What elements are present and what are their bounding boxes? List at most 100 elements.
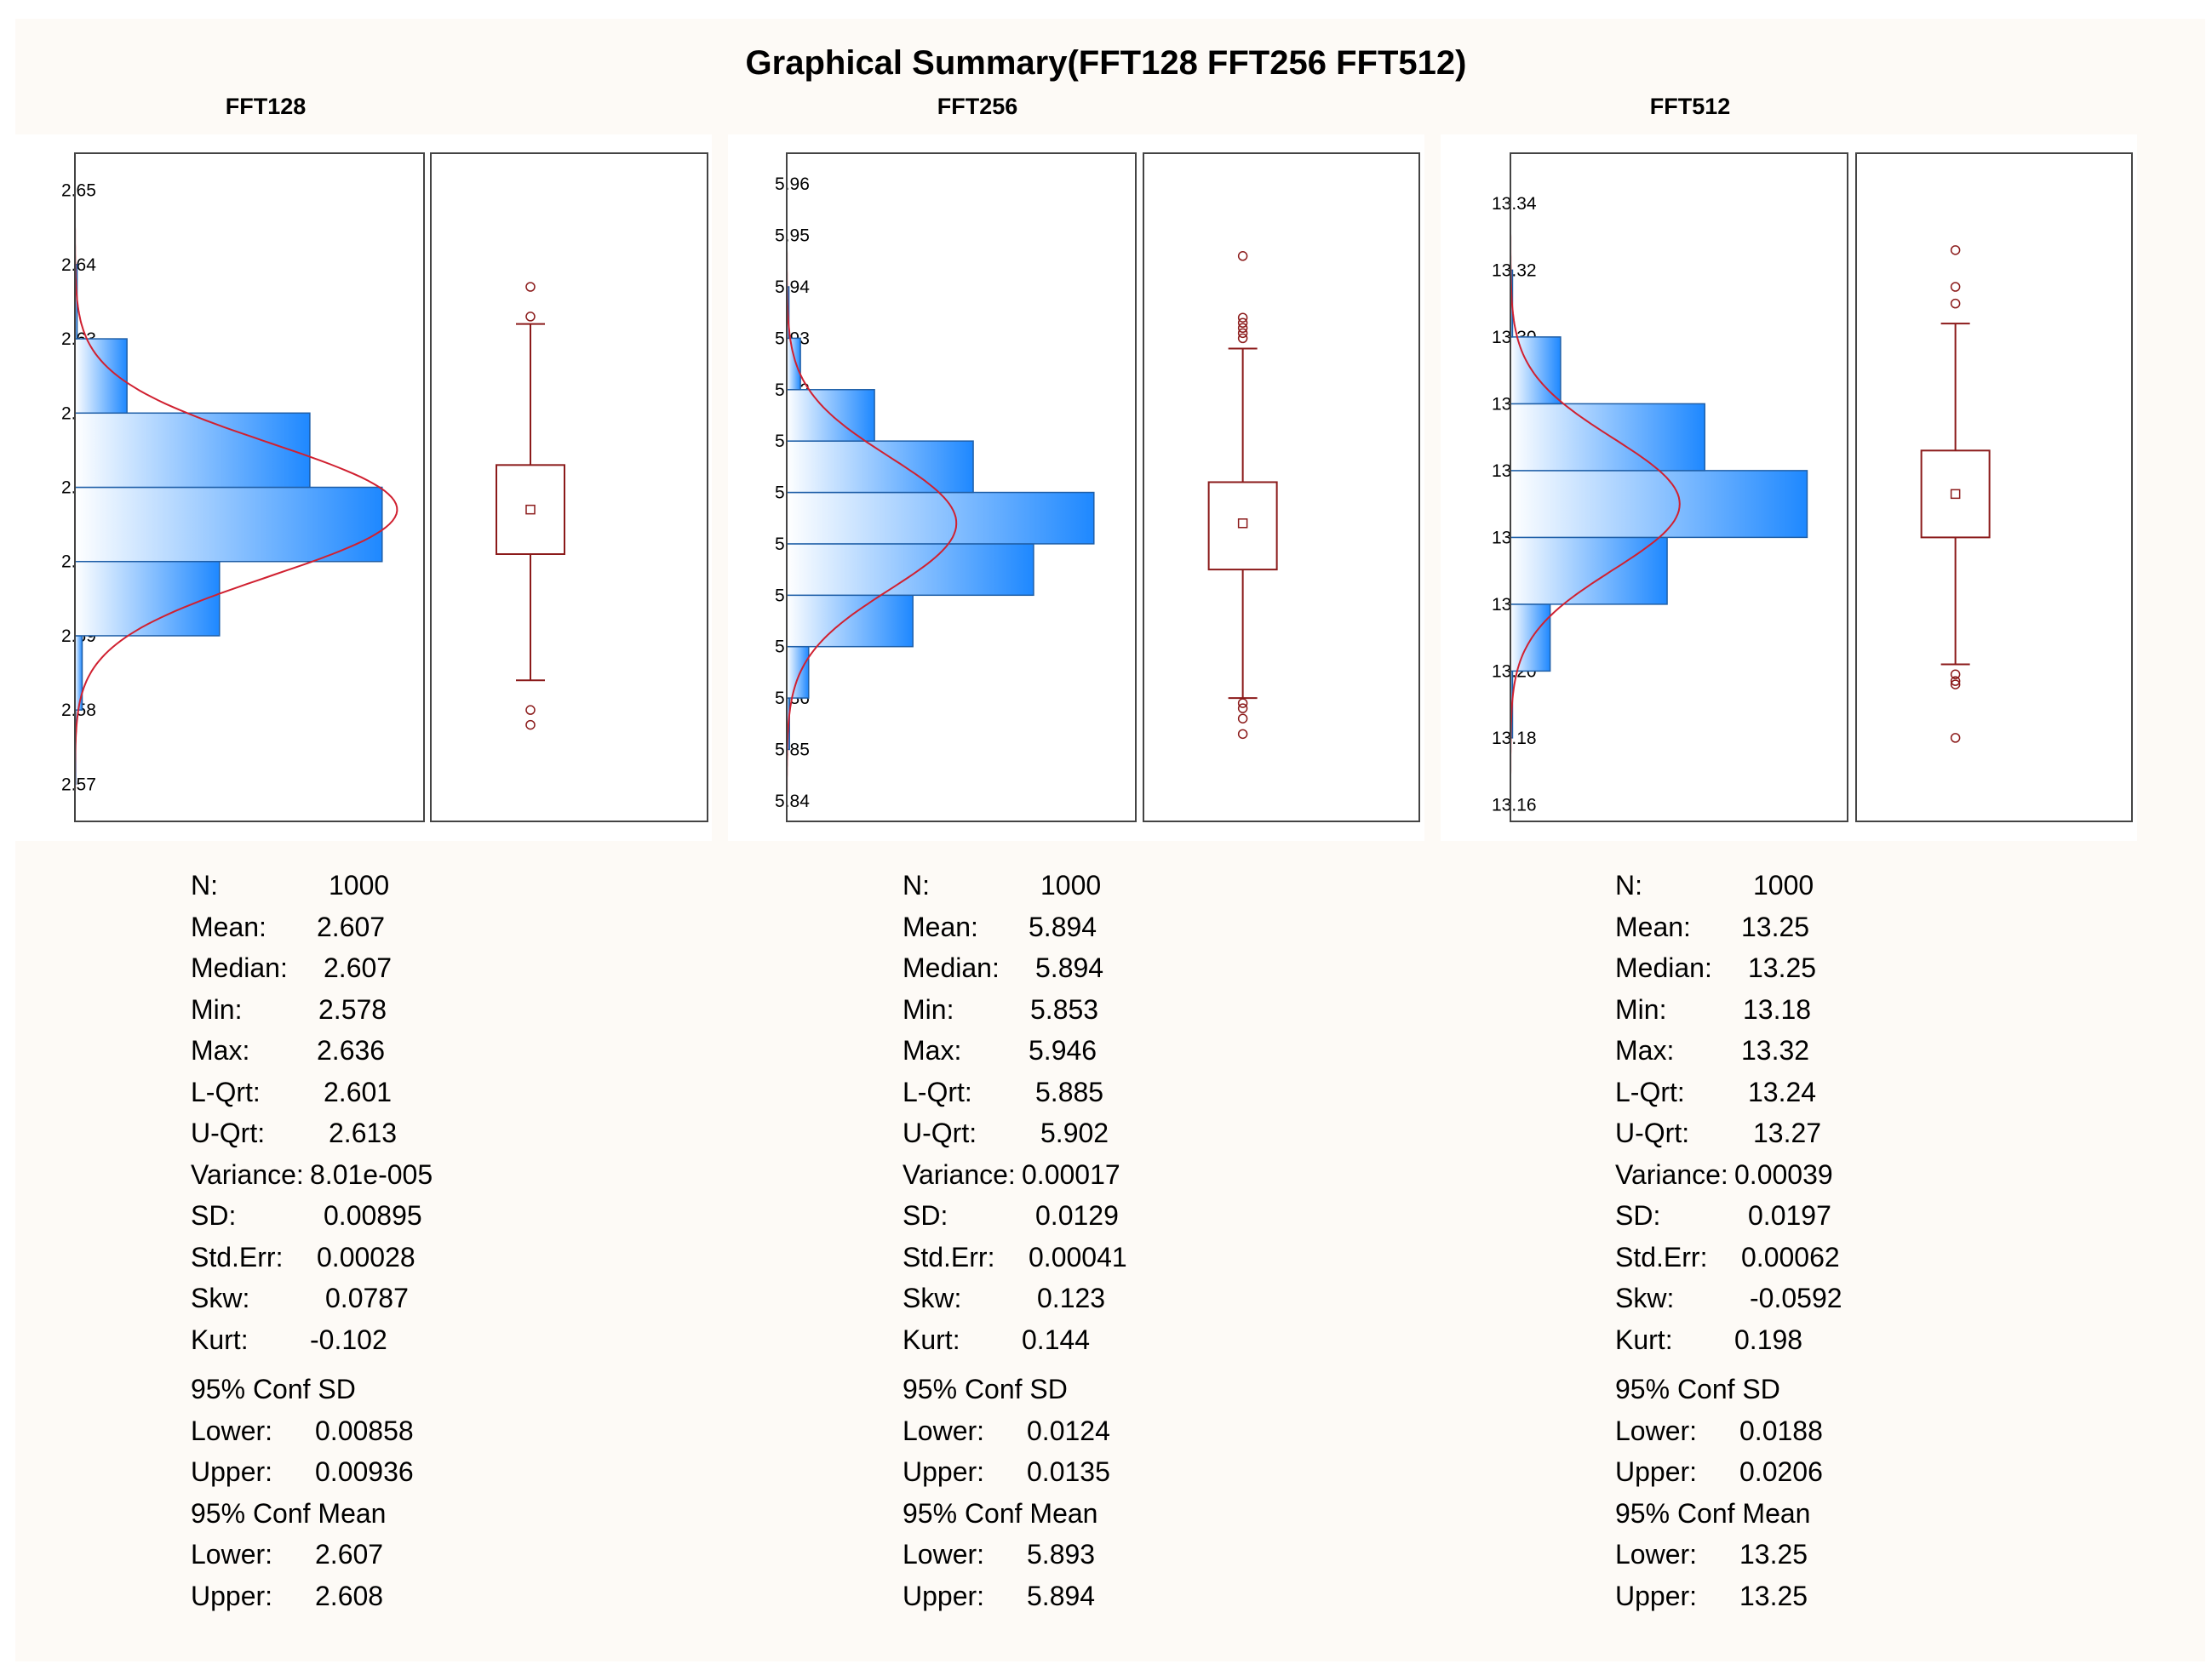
stat-label: Upper:	[903, 1580, 985, 1611]
stat-row: U-Qrt: 13.27	[1615, 1112, 1821, 1154]
stat-label: Skw:	[903, 1283, 962, 1313]
stat-value: 1000	[1753, 870, 1814, 901]
conf-mean-heading: 95% Conf Mean	[1615, 1497, 1811, 1529]
stat-value: 0.0129	[1035, 1200, 1119, 1231]
conf-mean-lower-row: Lower: 5.893	[903, 1534, 1097, 1576]
stat-value: 2.578	[318, 993, 387, 1025]
stat-value: 0.198	[1734, 1324, 1803, 1355]
stat-label: Min:	[1615, 993, 1667, 1025]
y-tick-label: 5.96	[775, 174, 810, 194]
stat-row: Skw: 0.123	[903, 1278, 1105, 1319]
stat-row: Mean: 2.607	[191, 906, 386, 948]
conf-mean-upper-row: Upper: 2.608	[191, 1576, 386, 1617]
stat-value: 5.946	[1029, 1035, 1097, 1066]
stat-label: Max:	[903, 1035, 962, 1066]
mean-marker	[525, 504, 536, 515]
conf-sd-lower-row: Lower: 0.00858	[191, 1410, 414, 1452]
stat-row: Skw: -0.0592	[1615, 1278, 1842, 1319]
stat-label: Upper:	[191, 1580, 273, 1611]
stat-label: Std.Err:	[903, 1241, 995, 1273]
histogram-bar	[1510, 536, 1668, 605]
stat-label: Max:	[191, 1035, 250, 1066]
stat-row: Max: 13.32	[1615, 1030, 1810, 1072]
stat-value: 5.893	[1027, 1539, 1096, 1570]
histogram-bar	[786, 440, 974, 494]
stat-value: 2.608	[315, 1580, 384, 1611]
y-tick-label: 5.95	[775, 226, 810, 246]
conf-mean-heading: 95% Conf Mean	[191, 1497, 387, 1529]
stat-value: 2.607	[317, 911, 386, 942]
stat-row: Variance: 8.01e-005	[191, 1154, 433, 1196]
stat-label: Lower:	[903, 1539, 985, 1570]
stat-value: 0.00895	[324, 1200, 422, 1231]
conf-mean-lower-row: Lower: 13.25	[1615, 1534, 1810, 1576]
histogram-bar	[1510, 603, 1551, 672]
stat-row: Median: 5.894	[903, 947, 1103, 989]
y-tick-label: 2.57	[61, 775, 96, 794]
stat-row: N: 1000	[903, 865, 1101, 906]
outlier-point	[525, 705, 536, 715]
histogram-bar	[786, 543, 1034, 597]
stat-label: Lower:	[903, 1415, 985, 1446]
stat-row: Median: 2.607	[191, 947, 392, 989]
iqr-box	[496, 464, 565, 555]
stat-value: 2.613	[329, 1118, 398, 1148]
histogram-bar	[1510, 470, 1808, 539]
stat-value: 0.00041	[1029, 1241, 1127, 1273]
outlier-point	[1237, 251, 1248, 261]
stat-row: Std.Err: 0.00041	[903, 1237, 1127, 1278]
outlier-point	[1950, 676, 1961, 686]
stat-row: SD: 0.00895	[191, 1195, 422, 1237]
stat-value: 13.18	[1743, 993, 1812, 1025]
histogram-bar	[786, 337, 801, 391]
spacer	[191, 1360, 386, 1369]
stat-value: -0.102	[310, 1324, 387, 1355]
stat-label: Lower:	[1615, 1415, 1698, 1446]
histogram-bar	[74, 338, 128, 415]
histogram-frame	[74, 152, 425, 822]
histogram-bar	[1510, 336, 1562, 405]
stat-label: U-Qrt:	[903, 1118, 977, 1148]
y-tick-label: 13.32	[1492, 260, 1537, 280]
stat-label: Upper:	[903, 1456, 985, 1487]
stat-value: 0.00028	[317, 1241, 415, 1273]
outlier-point	[1237, 328, 1248, 339]
stat-value: 0.123	[1037, 1283, 1106, 1313]
stat-value: 5.894	[1027, 1580, 1096, 1611]
stat-label: N:	[903, 870, 930, 901]
stat-row: SD: 0.0129	[903, 1195, 1119, 1237]
stat-row: L-Qrt: 5.885	[903, 1072, 1103, 1113]
conf-sd-upper-row: Upper: 0.0135	[903, 1451, 1110, 1493]
boxplot-frame	[430, 152, 708, 822]
stat-value: 13.25	[1739, 1539, 1808, 1570]
panel-title: FFT128	[226, 94, 307, 119]
stat-label: Kurt:	[191, 1324, 249, 1355]
chart-group-fft512: FFT51213.1613.1813.2013.2213.2413.2613.2…	[1441, 94, 2137, 841]
panel-title: FFT512	[1650, 94, 1731, 119]
stat-row: Max: 2.636	[191, 1030, 386, 1072]
stat-label: Median:	[191, 952, 288, 983]
stat-value: 13.32	[1741, 1035, 1810, 1066]
stat-label: Variance:	[903, 1158, 1016, 1190]
y-tick-label: 13.34	[1492, 194, 1537, 214]
stat-value: 0.0124	[1027, 1415, 1110, 1446]
y-tick-label: 2.65	[61, 181, 96, 201]
stat-label: Kurt:	[1615, 1324, 1673, 1355]
stat-value: 2.601	[324, 1076, 393, 1107]
stat-label: N:	[1615, 870, 1642, 901]
stat-value: 0.0135	[1027, 1456, 1110, 1487]
stat-value: 0.0197	[1748, 1200, 1831, 1231]
outlier-point	[1950, 245, 1961, 255]
y-tick-label: 5.85	[775, 740, 810, 759]
stat-value: 5.885	[1035, 1076, 1104, 1107]
histogram-bar	[786, 645, 810, 699]
stats-panel-fft128: N: 1000 Mean: 2.607 Median: 2.607 Min: 2.578 Max…	[191, 865, 433, 1617]
stat-label: Max:	[1615, 1035, 1675, 1066]
stat-value: 5.902	[1040, 1118, 1109, 1148]
spacer	[903, 1360, 1097, 1369]
spacer	[1615, 1360, 1810, 1369]
histogram-frame	[1510, 152, 1848, 822]
conf-mean-upper-row: Upper: 5.894	[903, 1576, 1097, 1617]
stat-label: L-Qrt:	[1615, 1076, 1685, 1107]
stat-label: SD:	[1615, 1200, 1661, 1231]
